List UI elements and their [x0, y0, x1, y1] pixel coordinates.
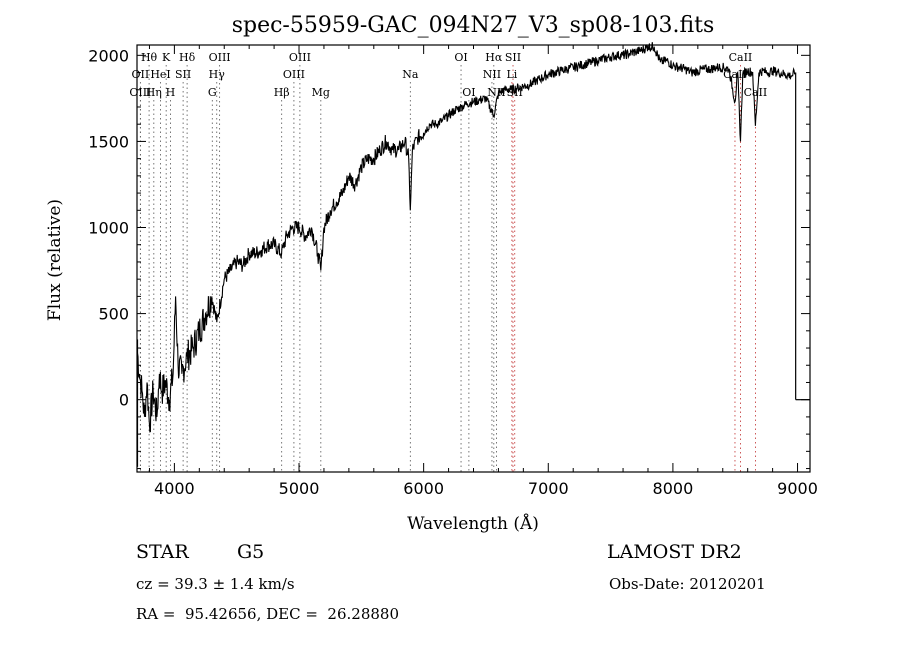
x-tick-label: 4000 [154, 479, 195, 498]
x-tick-label: 8000 [653, 479, 694, 498]
y-tick-label: 2000 [88, 46, 129, 65]
line-label-8: CaII [729, 51, 753, 64]
spectrum-series-line [136, 42, 796, 433]
line-label-16: Li [506, 68, 517, 81]
chart-title: spec-55959-GAC_094N27_V3_sp08-103.fits [232, 13, 715, 38]
line-label-6: Hα [485, 51, 503, 64]
line-label-4: OIII [289, 51, 311, 64]
x-tick-label: 5000 [279, 479, 320, 498]
observation-date: Obs-Date: 20120201 [609, 575, 766, 593]
line-label-11: SII [175, 68, 191, 81]
y-tick-label: 0 [119, 391, 129, 410]
y-tick-label: 1500 [88, 132, 129, 151]
line-label-9: OII [132, 68, 150, 81]
line-label-7: SII [505, 51, 521, 64]
line-label-27: CaII [744, 86, 768, 99]
x-tick-label: 9000 [777, 479, 818, 498]
sky-coordinates: RA = 95.42656, DEC = 26.28880 [136, 605, 400, 623]
line-label-24: OI [462, 86, 475, 99]
line-label-1: K [162, 51, 171, 64]
redshift-cz: cz = 39.3 ± 1.4 km/s [136, 575, 295, 593]
survey-name: LAMOST DR2 [607, 541, 742, 563]
y-tick-label: 1000 [88, 219, 129, 238]
line-label-14: Na [402, 68, 419, 81]
y-axis-label: Flux (relative) [45, 199, 65, 321]
line-label-13: OIII [283, 68, 305, 81]
line-label-25: NII [487, 86, 505, 99]
y-tick-label: 500 [98, 305, 129, 324]
x-tick-label: 6000 [403, 479, 444, 498]
x-axis-label: Wavelength (Å) [407, 513, 539, 534]
line-label-19: Hη [146, 86, 162, 99]
line-label-22: Hβ [274, 86, 290, 99]
line-label-12: Hγ [209, 68, 226, 81]
line-label-23: Mg [312, 86, 330, 99]
axis-ticks: 4000 5000 6000 7000 8000 9000 0 500 1000 1500 2000 [88, 45, 818, 498]
x-tick-label: 7000 [528, 479, 569, 498]
object-subclass: G5 [237, 541, 265, 563]
object-class: STAR [136, 541, 189, 563]
line-label-3: OIII [209, 51, 231, 64]
line-label-5: OI [454, 51, 467, 64]
line-label-0: Hθ [141, 51, 158, 64]
line-label-2: Hδ [179, 51, 196, 64]
line-label-15: NII [483, 68, 501, 81]
line-label-20: H [166, 86, 176, 99]
line-label-18: OIII [129, 86, 151, 99]
line-label-10: HeI [150, 68, 170, 81]
plot-edge-artifacts [136, 72, 810, 467]
line-label-21: G [208, 86, 217, 99]
